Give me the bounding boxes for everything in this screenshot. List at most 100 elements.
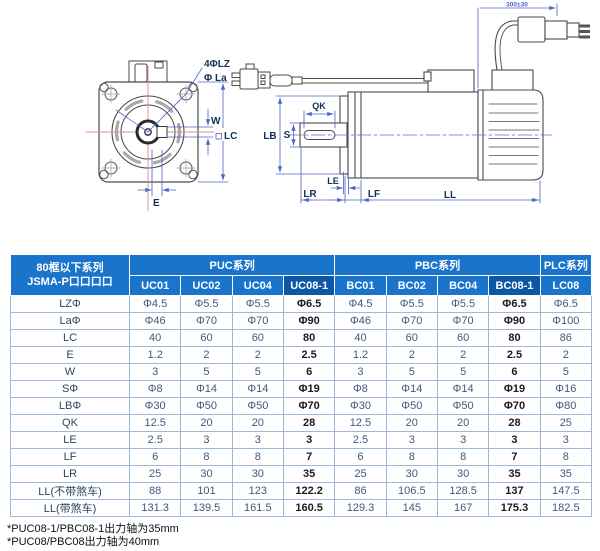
spec-cell: 88 [128,482,182,500]
spec-cell: Φ70 [488,397,541,415]
spec-cell: 25 [128,465,182,483]
spec-cell: Φ80 [539,397,593,415]
label-lb: LB [263,131,276,142]
spec-cell: 3 [385,431,438,449]
spec-cell: Φ14 [180,380,233,398]
spec-cell: 60 [180,329,233,347]
table-row: LE 2.5 3 3 3 2.5 3 3 3 3 [10,431,593,449]
spec-cell: Φ70 [385,312,438,330]
spec-cell: 3 [282,431,336,449]
label-w: W [211,116,221,127]
spec-cell: 5 [436,363,490,381]
label-four-holes: 4ΦLZ [204,59,230,70]
spec-cell: 3 [539,431,593,449]
spec-cell: Φ50 [180,397,233,415]
spec-cell: 6 [282,363,336,381]
corner-header-line1: 80框以下系列 [36,261,104,274]
spec-table: 80框以下系列 JSMA-P口口口口 PUC系列 PBC系列 PLC系列 UC0… [10,254,593,517]
spec-cell: 3 [128,363,182,381]
spec-cell: 139.5 [180,499,233,517]
spec-cell: Φ70 [436,312,490,330]
spec-cell: 2 [539,346,593,364]
column-header-uc08-1: UC08-1 [282,275,336,296]
spec-cell: 25 [539,414,593,432]
series-header-plc: PLC系列 [539,254,593,276]
spec-cell: 160.5 [282,499,336,517]
spec-cell: 7 [282,448,336,466]
spec-cell: 2 [385,346,438,364]
side-view: 300±30 QK S LB LE LR LF LL [231,2,590,204]
spec-cell: 30 [231,465,284,483]
table-row: LaΦ Φ46 Φ70 Φ70 Φ90 Φ46 Φ70 Φ70 Φ90 Φ100 [10,312,593,330]
table-row: LC 40 60 60 80 40 60 60 80 86 [10,329,593,347]
table-row: SΦ Φ8 Φ14 Φ14 Φ19 Φ8 Φ14 Φ14 Φ19 Φ16 [10,380,593,398]
spec-cell: Φ8 [128,380,182,398]
spec-cell: Φ30 [334,397,387,415]
spec-cell: Φ6.5 [539,295,593,313]
spec-cell: 20 [231,414,284,432]
spec-cell: 30 [180,465,233,483]
spec-cell: 129.3 [334,499,387,517]
spec-cell: 7 [488,448,541,466]
spec-cell: 2.5 [128,431,182,449]
row-label: LZΦ [10,295,130,313]
spec-cell: 3 [180,431,233,449]
spec-cell: 3 [488,431,541,449]
dimension-bottom [300,147,541,204]
spec-cell: 5 [385,363,438,381]
series-header-puc: PUC系列 [128,254,336,276]
row-label: W [10,363,130,381]
spec-cell: 2.5 [488,346,541,364]
spec-cell: Φ19 [282,380,336,398]
spec-cell: 60 [231,329,284,347]
spec-cell: 80 [282,329,336,347]
label-le: LE [327,176,339,186]
spec-cell: 2.5 [334,431,387,449]
row-label: LL(不带煞车) [10,482,130,500]
label-lc: LC [224,131,237,142]
column-header-bc01: BC01 [334,275,387,296]
spec-cell: Φ46 [334,312,387,330]
row-label: LE [10,431,130,449]
column-header-lc08: LC08 [539,275,593,296]
column-header-uc02: UC02 [180,275,233,296]
spec-cell: 20 [385,414,438,432]
dimension-s [289,122,301,148]
spec-cell: Φ90 [282,312,336,330]
spec-cell: 145 [385,499,438,517]
spec-cell: 35 [488,465,541,483]
spec-cell: 12.5 [128,414,182,432]
spec-cell: 123 [231,482,284,500]
spec-cell: Φ50 [436,397,490,415]
spec-cell: 175.3 [488,499,541,517]
spec-cell: 131.3 [128,499,182,517]
dimension-qk [303,110,336,129]
spec-cell: Φ14 [385,380,438,398]
spec-cell: 122.2 [282,482,336,500]
column-header-bc08-1: BC08-1 [488,275,541,296]
row-label: E [10,346,130,364]
motor-body [299,69,544,181]
spec-cell: 8 [436,448,490,466]
spec-table-body: LZΦ Φ4.5 Φ5.5 Φ5.5 Φ6.5 Φ4.5 Φ5.5 Φ5.5 Φ6.5 Φ6.5 L… [10,295,593,517]
spec-cell: 8 [180,448,233,466]
dimension-drawing: 4ΦLZ Φ La W LC E [85,2,590,212]
spec-cell: Φ70 [282,397,336,415]
spec-cell: Φ50 [231,397,284,415]
spec-cell: 8 [231,448,284,466]
spec-cell: 60 [385,329,438,347]
footnote-1: *PUC08-1/PBC08-1出力轴为35mm [7,523,179,535]
spec-cell: 40 [128,329,182,347]
spec-cell: 147.5 [539,482,593,500]
spec-cell: 40 [334,329,387,347]
encoder-cable-connector-icon [231,63,429,90]
spec-cell: 12.5 [334,414,387,432]
spec-cell: 35 [539,465,593,483]
spec-cell: Φ30 [128,397,182,415]
spec-cell: 2 [231,346,284,364]
label-qk: QK [312,101,326,111]
keyway [156,126,168,138]
spec-cell: 35 [282,465,336,483]
label-bolt-circle: Φ La [204,73,227,84]
